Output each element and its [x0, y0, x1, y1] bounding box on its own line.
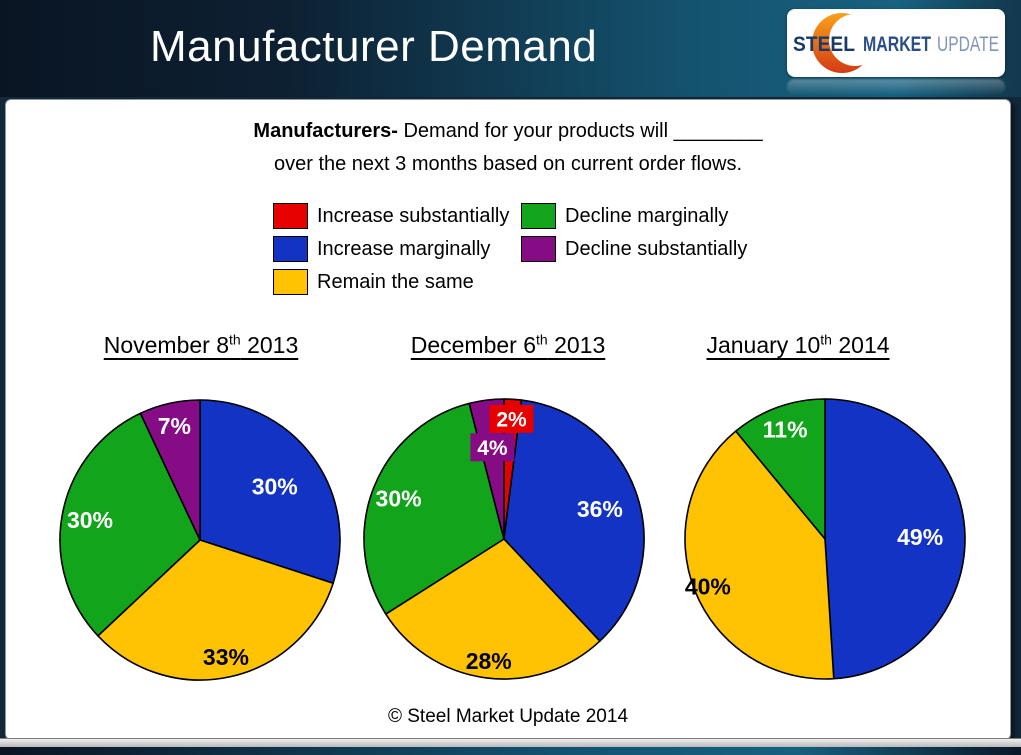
- pie-label: 40%: [685, 573, 731, 599]
- pie-label: 30%: [252, 474, 298, 500]
- pie-label: 7%: [158, 413, 191, 439]
- pie-title-november-2013: November 8th 2013: [103, 331, 299, 358]
- pie-slice: [734, 398, 826, 540]
- pie-label: 30%: [376, 485, 422, 511]
- legend-item-increase-substantially: Increase substantially: [273, 203, 510, 229]
- legend-swatch-green: [521, 203, 556, 229]
- pie-label: 30%: [67, 507, 113, 533]
- pie-label-box: [470, 433, 515, 462]
- pie-label-box: [489, 404, 534, 433]
- survey-question-bold: Manufacturers-: [253, 120, 398, 142]
- logo-update-text: UPDATE: [937, 33, 999, 56]
- pie-label: 11%: [763, 416, 808, 442]
- legend-column-left: Increase substantially Increase marginal…: [273, 203, 510, 295]
- logo-steel-text: STEEL: [793, 33, 855, 56]
- pie-label: 49%: [897, 524, 943, 550]
- page-title: Manufacturer Demand: [150, 22, 598, 71]
- legend-swatch-blue: [273, 236, 308, 262]
- legend-swatch-purple: [521, 236, 556, 262]
- legend-item-decline-marginally: Decline marginally: [521, 203, 747, 229]
- logo-graphic: STEEL MARKET UPDATE: [793, 13, 999, 73]
- pie-title-january-2014: January 10th 2014: [706, 331, 890, 358]
- crescent-icon: [812, 13, 881, 73]
- legend-label: Remain the same: [317, 270, 474, 293]
- survey-question-line1: Manufacturers- Demand for your products …: [6, 115, 1010, 148]
- survey-question-rest: Demand for your products will ________: [403, 120, 763, 142]
- pie-chart-january-2014: 49% 40% 11%: [684, 398, 966, 680]
- pie-slice: [824, 398, 966, 680]
- legend-label: Decline marginally: [565, 204, 729, 227]
- survey-question: Manufacturers- Demand for your products …: [6, 115, 1010, 181]
- pie-label: 4%: [477, 437, 508, 460]
- legend-swatch-yellow: [273, 269, 308, 295]
- logo-reflection: [787, 79, 1005, 95]
- legend-item-increase-marginally: Increase marginally: [273, 236, 509, 262]
- legend-item-decline-substantially: Decline substantially: [521, 236, 748, 262]
- pie-title-december-2013: December 6th 2013: [410, 331, 606, 358]
- legend-label: Increase substantially: [317, 204, 510, 227]
- pie-slice: [384, 538, 601, 680]
- slide-content-panel: Manufacturers- Demand for your products …: [5, 99, 1011, 740]
- legend-swatch-red: [273, 203, 308, 229]
- copyright-text: © Steel Market Update 2014: [387, 706, 629, 727]
- pie-slice: [59, 412, 201, 637]
- legend-label: Decline substantially: [565, 237, 748, 260]
- pie-label: 36%: [577, 496, 623, 522]
- pie-chart-december-2013: 2% 36% 28% 30% 4%: [363, 398, 645, 680]
- steel-market-update-logo: STEEL MARKET UPDATE: [787, 9, 1005, 77]
- pie-slice: [97, 539, 334, 681]
- pie-slice: [199, 399, 341, 585]
- pie-chart-november-2013: 30% 33% 30% 7%: [59, 399, 341, 681]
- pie-slice: [139, 399, 201, 541]
- pie-slice: [363, 402, 505, 615]
- pie-slice: [684, 430, 835, 680]
- legend-item-remain-the-same: Remain the same: [273, 269, 509, 295]
- header-bar: Manufacturer Demand STEEL MARKET UPDATE: [0, 0, 1021, 97]
- bottom-accent-bar: [0, 747, 1021, 755]
- logo-market-text: MARKET: [863, 33, 931, 56]
- pie-label: 33%: [203, 644, 249, 670]
- legend-label: Increase marginally: [317, 237, 491, 260]
- pie-slice: [503, 399, 645, 642]
- pie-label: 2%: [496, 408, 527, 431]
- survey-question-line2: over the next 3 months based on current …: [273, 153, 743, 175]
- pie-label: 28%: [466, 648, 512, 674]
- legend-column-right: Decline marginally Decline substantially: [521, 203, 748, 262]
- bottom-gray-strip: [0, 738, 1021, 748]
